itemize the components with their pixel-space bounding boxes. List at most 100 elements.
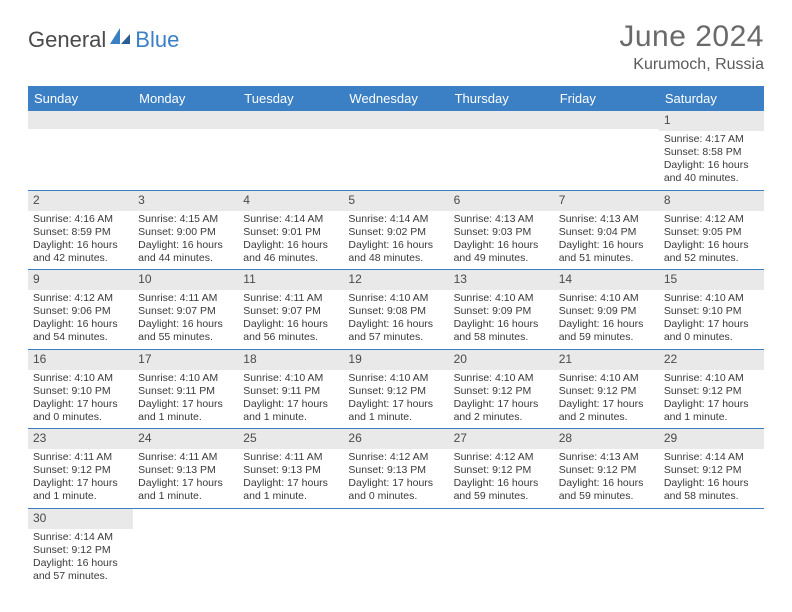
- sunrise-text: Sunrise: 4:10 AM: [559, 292, 654, 305]
- day-number: 27: [454, 431, 549, 447]
- daylight-text: Daylight: 16 hours and 58 minutes.: [454, 318, 549, 344]
- sunrise-text: Sunrise: 4:12 AM: [664, 213, 759, 226]
- calendar-cell: 29Sunrise: 4:14 AMSunset: 9:12 PMDayligh…: [659, 429, 764, 509]
- calendar-week-row: 1Sunrise: 4:17 AMSunset: 8:58 PMDaylight…: [28, 111, 764, 190]
- calendar-cell: 3 Sunrise: 4:15 AMSunset: 9:00 PMDaylight…: [133, 190, 238, 270]
- sunset-text: Sunset: 9:11 PM: [243, 385, 338, 398]
- sunset-text: Sunset: 9:13 PM: [243, 464, 338, 477]
- daynum-band: 28: [554, 429, 659, 449]
- daylight-text: Daylight: 16 hours and 48 minutes.: [348, 239, 443, 265]
- daynum-band: 4: [238, 191, 343, 211]
- daylight-text: Daylight: 16 hours and 46 minutes.: [243, 239, 338, 265]
- header: General Blue June 2024 Kurumoch, Russia: [28, 20, 764, 74]
- cell-content: Sunrise: 4:14 AMSunset: 9:01 PMDaylight:…: [243, 213, 338, 266]
- sunrise-text: Sunrise: 4:14 AM: [33, 531, 128, 544]
- sunset-text: Sunset: 9:02 PM: [348, 226, 443, 239]
- daynum-band: 1: [659, 111, 764, 131]
- sunset-text: Sunset: 9:12 PM: [664, 464, 759, 477]
- daynum-band: 8: [659, 191, 764, 211]
- day-number: 3: [138, 193, 233, 209]
- cell-content: Sunrise: 4:13 AMSunset: 9:12 PMDaylight:…: [559, 451, 654, 504]
- calendar-cell: 20Sunrise: 4:10 AMSunset: 9:12 PMDayligh…: [449, 349, 554, 429]
- daylight-text: Daylight: 17 hours and 0 minutes.: [348, 477, 443, 503]
- logo: General Blue: [28, 26, 179, 54]
- sunrise-text: Sunrise: 4:10 AM: [664, 292, 759, 305]
- daylight-text: Daylight: 16 hours and 44 minutes.: [138, 239, 233, 265]
- daylight-text: Daylight: 16 hours and 52 minutes.: [664, 239, 759, 265]
- sunset-text: Sunset: 9:13 PM: [348, 464, 443, 477]
- calendar-cell: 14Sunrise: 4:10 AMSunset: 9:09 PMDayligh…: [554, 270, 659, 350]
- day-number: 7: [559, 193, 654, 209]
- cell-content: Sunrise: 4:10 AMSunset: 9:11 PMDaylight:…: [138, 372, 233, 425]
- calendar-cell: 27Sunrise: 4:12 AMSunset: 9:12 PMDayligh…: [449, 429, 554, 509]
- sunrise-text: Sunrise: 4:10 AM: [138, 372, 233, 385]
- daynum-band-empty: [554, 111, 659, 129]
- sunset-text: Sunset: 9:01 PM: [243, 226, 338, 239]
- daynum-band: 25: [238, 429, 343, 449]
- daylight-text: Daylight: 16 hours and 57 minutes.: [348, 318, 443, 344]
- sunset-text: Sunset: 9:06 PM: [33, 305, 128, 318]
- day-number: 11: [243, 272, 338, 288]
- calendar-cell: 6Sunrise: 4:13 AMSunset: 9:03 PMDaylight…: [449, 190, 554, 270]
- location-label: Kurumoch, Russia: [619, 56, 764, 74]
- cell-content: Sunrise: 4:12 AMSunset: 9:13 PMDaylight:…: [348, 451, 443, 504]
- calendar-cell: [554, 111, 659, 190]
- daylight-text: Daylight: 16 hours and 54 minutes.: [33, 318, 128, 344]
- daylight-text: Daylight: 16 hours and 56 minutes.: [243, 318, 338, 344]
- calendar-week-row: 2Sunrise: 4:16 AMSunset: 8:59 PMDaylight…: [28, 190, 764, 270]
- calendar-cell: 2Sunrise: 4:16 AMSunset: 8:59 PMDaylight…: [28, 190, 133, 270]
- daylight-text: Daylight: 17 hours and 1 minute.: [138, 477, 233, 503]
- daylight-text: Daylight: 17 hours and 0 minutes.: [664, 318, 759, 344]
- cell-content: Sunrise: 4:12 AMSunset: 9:06 PMDaylight:…: [33, 292, 128, 345]
- day-number: 19: [348, 352, 443, 368]
- calendar-cell: [238, 508, 343, 587]
- day-number: 5: [348, 193, 443, 209]
- sunset-text: Sunset: 9:07 PM: [243, 305, 338, 318]
- calendar-week-row: 16Sunrise: 4:10 AMSunset: 9:10 PMDayligh…: [28, 349, 764, 429]
- day-header: Friday: [554, 86, 659, 111]
- daylight-text: Daylight: 16 hours and 49 minutes.: [454, 239, 549, 265]
- daylight-text: Daylight: 17 hours and 1 minute.: [243, 477, 338, 503]
- calendar-cell: [554, 508, 659, 587]
- day-number: 25: [243, 431, 338, 447]
- daynum-band: 21: [554, 350, 659, 370]
- cell-content: Sunrise: 4:10 AMSunset: 9:09 PMDaylight:…: [559, 292, 654, 345]
- cell-content: Sunrise: 4:13 AMSunset: 9:03 PMDaylight:…: [454, 213, 549, 266]
- sunset-text: Sunset: 8:58 PM: [664, 146, 759, 159]
- sunrise-text: Sunrise: 4:12 AM: [33, 292, 128, 305]
- sunset-text: Sunset: 9:12 PM: [454, 385, 549, 398]
- daynum-band: 11: [238, 270, 343, 290]
- logo-text-1: General: [28, 27, 106, 53]
- sunrise-text: Sunrise: 4:13 AM: [559, 213, 654, 226]
- sunset-text: Sunset: 9:09 PM: [454, 305, 549, 318]
- day-number: 30: [33, 511, 128, 527]
- daynum-band: 10: [133, 270, 238, 290]
- logo-sail-icon: [108, 26, 132, 54]
- calendar-cell: 10Sunrise: 4:11 AMSunset: 9:07 PMDayligh…: [133, 270, 238, 350]
- calendar-cell: 7Sunrise: 4:13 AMSunset: 9:04 PMDaylight…: [554, 190, 659, 270]
- day-number: 9: [33, 272, 128, 288]
- calendar-cell: 18Sunrise: 4:10 AMSunset: 9:11 PMDayligh…: [238, 349, 343, 429]
- sunrise-text: Sunrise: 4:10 AM: [348, 292, 443, 305]
- day-header: Tuesday: [238, 86, 343, 111]
- daylight-text: Daylight: 16 hours and 55 minutes.: [138, 318, 233, 344]
- daylight-text: Daylight: 17 hours and 2 minutes.: [454, 398, 549, 424]
- calendar-cell: 16Sunrise: 4:10 AMSunset: 9:10 PMDayligh…: [28, 349, 133, 429]
- daynum-band: 18: [238, 350, 343, 370]
- cell-content: Sunrise: 4:12 AMSunset: 9:05 PMDaylight:…: [664, 213, 759, 266]
- calendar-cell: [28, 111, 133, 190]
- calendar-cell: [659, 508, 764, 587]
- daynum-band: 13: [449, 270, 554, 290]
- cell-content: Sunrise: 4:11 AMSunset: 9:12 PMDaylight:…: [33, 451, 128, 504]
- sunrise-text: Sunrise: 4:14 AM: [664, 451, 759, 464]
- sunrise-text: Sunrise: 4:10 AM: [559, 372, 654, 385]
- title-block: June 2024 Kurumoch, Russia: [619, 20, 764, 74]
- calendar-cell: 21Sunrise: 4:10 AMSunset: 9:12 PMDayligh…: [554, 349, 659, 429]
- cell-content: Sunrise: 4:15 AMSunset: 9:00 PMDaylight:…: [138, 213, 233, 266]
- sunset-text: Sunset: 9:13 PM: [138, 464, 233, 477]
- daynum-band: 20: [449, 350, 554, 370]
- calendar-cell: 19Sunrise: 4:10 AMSunset: 9:12 PMDayligh…: [343, 349, 448, 429]
- calendar-cell: 5Sunrise: 4:14 AMSunset: 9:02 PMDaylight…: [343, 190, 448, 270]
- calendar-cell: 22Sunrise: 4:10 AMSunset: 9:12 PMDayligh…: [659, 349, 764, 429]
- daynum-band: 16: [28, 350, 133, 370]
